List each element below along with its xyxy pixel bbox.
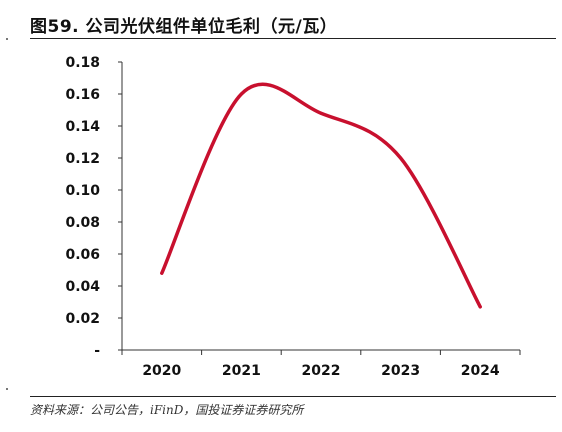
series-group (160, 82, 482, 309)
series-line (160, 82, 482, 309)
y-tick-label: 0.12 (65, 151, 100, 167)
source-rule (30, 396, 556, 397)
x-tick-label: 2022 (302, 363, 341, 379)
y-tick-label: 0.16 (65, 87, 100, 103)
y-tick-label: 0.08 (65, 215, 100, 231)
data-point (160, 271, 164, 275)
x-tick-label: 2021 (222, 363, 261, 379)
source-note: 资料来源：公司公告，iFinD，国投证券证券研究所 (30, 403, 304, 417)
data-point (319, 111, 323, 115)
x-tick-label: 2023 (381, 363, 420, 379)
y-tick-label: 0.10 (65, 183, 100, 199)
y-tick-label: 0.04 (65, 279, 100, 295)
data-point (478, 305, 482, 309)
data-point (399, 156, 403, 160)
x-tick-label: 2020 (142, 363, 181, 379)
chart-title: 图59. 公司光伏组件单位毛利（元/瓦） (30, 17, 338, 37)
data-point (239, 92, 243, 96)
x-axis: 2020 2021 2022 2023 2024 (121, 349, 521, 379)
y-axis: - 0.02 0.04 0.06 0.08 0.10 0.12 0.14 0.16 0.18 (65, 55, 123, 359)
y-tick-label: 0.02 (65, 311, 100, 327)
x-tick-label: 2024 (461, 363, 500, 379)
y-tick-label: 0.14 (65, 119, 100, 135)
title-rule (30, 38, 556, 39)
y-tick-label: 0.06 (65, 247, 100, 263)
margin-dot (6, 388, 8, 390)
y-tick-label: 0.18 (65, 55, 100, 71)
y-tick-label: - (94, 343, 100, 359)
margin-dot (6, 38, 8, 40)
